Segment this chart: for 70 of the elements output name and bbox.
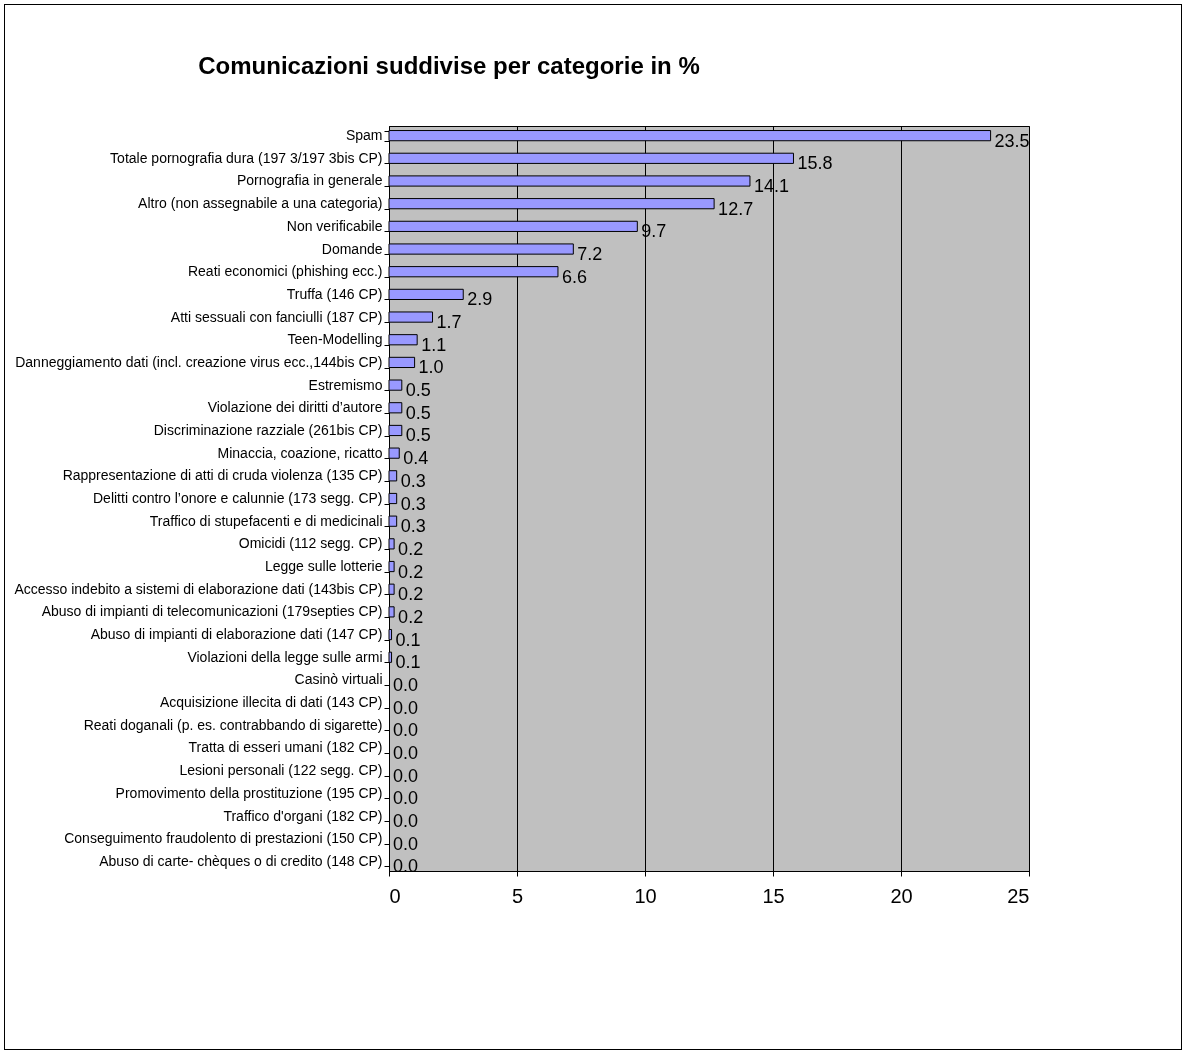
y-tick-label: Altro (non assegnabile a una categoria) xyxy=(138,195,383,212)
x-tick-label: 0 xyxy=(389,884,401,907)
y-tick-label: Abuso di carte- chèques o di credito (148 CP) xyxy=(99,852,383,869)
data-label: 0.2 xyxy=(398,606,424,627)
y-tick-label: Abuso di impianti di telecomunicazioni (179septies CP) xyxy=(41,603,383,620)
y-tick-label: Domande xyxy=(321,240,383,257)
data-label: 0.5 xyxy=(405,402,431,423)
y-tick-label: Atti sessuali con fanciulli (187 CP) xyxy=(170,308,383,325)
y-tick-label: Accesso indebito a sistemi di elaborazione dati (143bis CP) xyxy=(14,580,383,597)
data-label: 0.0 xyxy=(393,720,419,741)
y-tick-label: Tratta di esseri umani (182 CP) xyxy=(188,739,383,756)
y-tick-label: Totale pornografia dura (197 3/197 3bis CP) xyxy=(110,149,383,166)
x-tick-label: 20 xyxy=(890,884,913,907)
data-label: 7.2 xyxy=(577,244,603,265)
y-tick-label: Violazioni della legge sulle armi xyxy=(187,648,383,665)
data-label: 0.3 xyxy=(400,516,426,537)
x-tick-label: 15 xyxy=(762,884,785,907)
y-tick-label: Lesioni personali (122 segg. CP) xyxy=(179,762,383,779)
data-label: 6.6 xyxy=(561,266,587,287)
data-label: 0.0 xyxy=(393,811,419,831)
data-label: 0.5 xyxy=(405,380,431,401)
y-tick-label: Pornografia in generale xyxy=(236,172,383,189)
x-tick-label: 10 xyxy=(634,884,657,907)
y-tick-label: Traffico d'organi (182 CP) xyxy=(223,807,383,824)
data-label: 2.9 xyxy=(467,289,493,310)
y-tick-label: Conseguimento fraudolento di prestazioni (150 CP) xyxy=(64,830,383,847)
x-tick-label: 25 xyxy=(1007,884,1030,907)
data-label: 0.3 xyxy=(400,470,426,491)
chart-title: Comunicazioni suddivise per categorie in % xyxy=(198,52,700,79)
data-label: 0.0 xyxy=(393,765,419,786)
data-label: 0.1 xyxy=(395,652,421,673)
data-label: 0.2 xyxy=(398,561,424,582)
data-label: 0.0 xyxy=(393,674,419,695)
y-tick-label: Danneggiamento dati (incl. creazione virus ecc.,144bis CP) xyxy=(15,353,383,370)
y-tick-label: Reati economici (phishing ecc.) xyxy=(187,263,383,280)
data-label: 0.4 xyxy=(403,448,429,469)
y-tick-label: Legge sulle lotterie xyxy=(264,558,383,575)
data-label: 0.0 xyxy=(393,742,419,763)
data-label: 1.0 xyxy=(418,357,444,378)
y-tick-label: Minaccia, coazione, ricatto xyxy=(217,444,383,461)
y-tick-label: Truffa (146 CP) xyxy=(286,285,383,302)
data-label: 0.2 xyxy=(398,538,424,559)
data-label: 0.1 xyxy=(395,629,421,650)
data-label: 0.2 xyxy=(398,584,424,605)
y-tick-label: Promovimento della prostituzione (195 CP) xyxy=(115,784,383,801)
y-tick-label: Teen-Modelling xyxy=(287,331,383,348)
data-label: 15.8 xyxy=(797,153,833,174)
y-tick-label: Reati doganali (p. es. contrabbando di sigarette) xyxy=(83,716,383,733)
y-tick-label: Rappresentazione di atti di cruda violenza (135 CP) xyxy=(62,467,383,484)
data-label: 0.0 xyxy=(393,833,419,854)
y-tick-label: Discriminazione razziale (261bis CP) xyxy=(153,421,383,438)
y-tick-label: Acquisizione illecita di dati (143 CP) xyxy=(159,694,383,711)
y-tick-label: Spam xyxy=(345,127,383,144)
y-tick-label: Traffico di stupefacenti e di medicinali xyxy=(149,512,383,529)
y-tick-label: Omicidi (112 segg. CP) xyxy=(238,535,383,552)
data-label: 0.3 xyxy=(400,493,426,514)
data-label: 23.5 xyxy=(994,130,1030,151)
data-label: 0.5 xyxy=(405,425,431,446)
y-tick-label: Abuso di impianti di elaborazione dati (147 CP) xyxy=(90,626,383,643)
y-tick-label: Estremismo xyxy=(308,376,383,393)
data-label: 0.0 xyxy=(393,788,419,809)
y-tick-label: Delitti contro l’onore e calunnie (173 segg. CP) xyxy=(93,490,383,506)
data-label: 0.0 xyxy=(393,697,419,718)
data-label: 12.7 xyxy=(718,198,754,219)
y-tick-label: Non verificabile xyxy=(286,217,383,234)
data-label: 1.7 xyxy=(436,312,462,333)
y-tick-label: Violazione dei diritti d’autore xyxy=(207,399,383,416)
data-label: 1.1 xyxy=(421,334,447,355)
x-tick-label: 5 xyxy=(511,884,524,907)
y-tick-label: Casinò virtuali xyxy=(294,671,383,688)
